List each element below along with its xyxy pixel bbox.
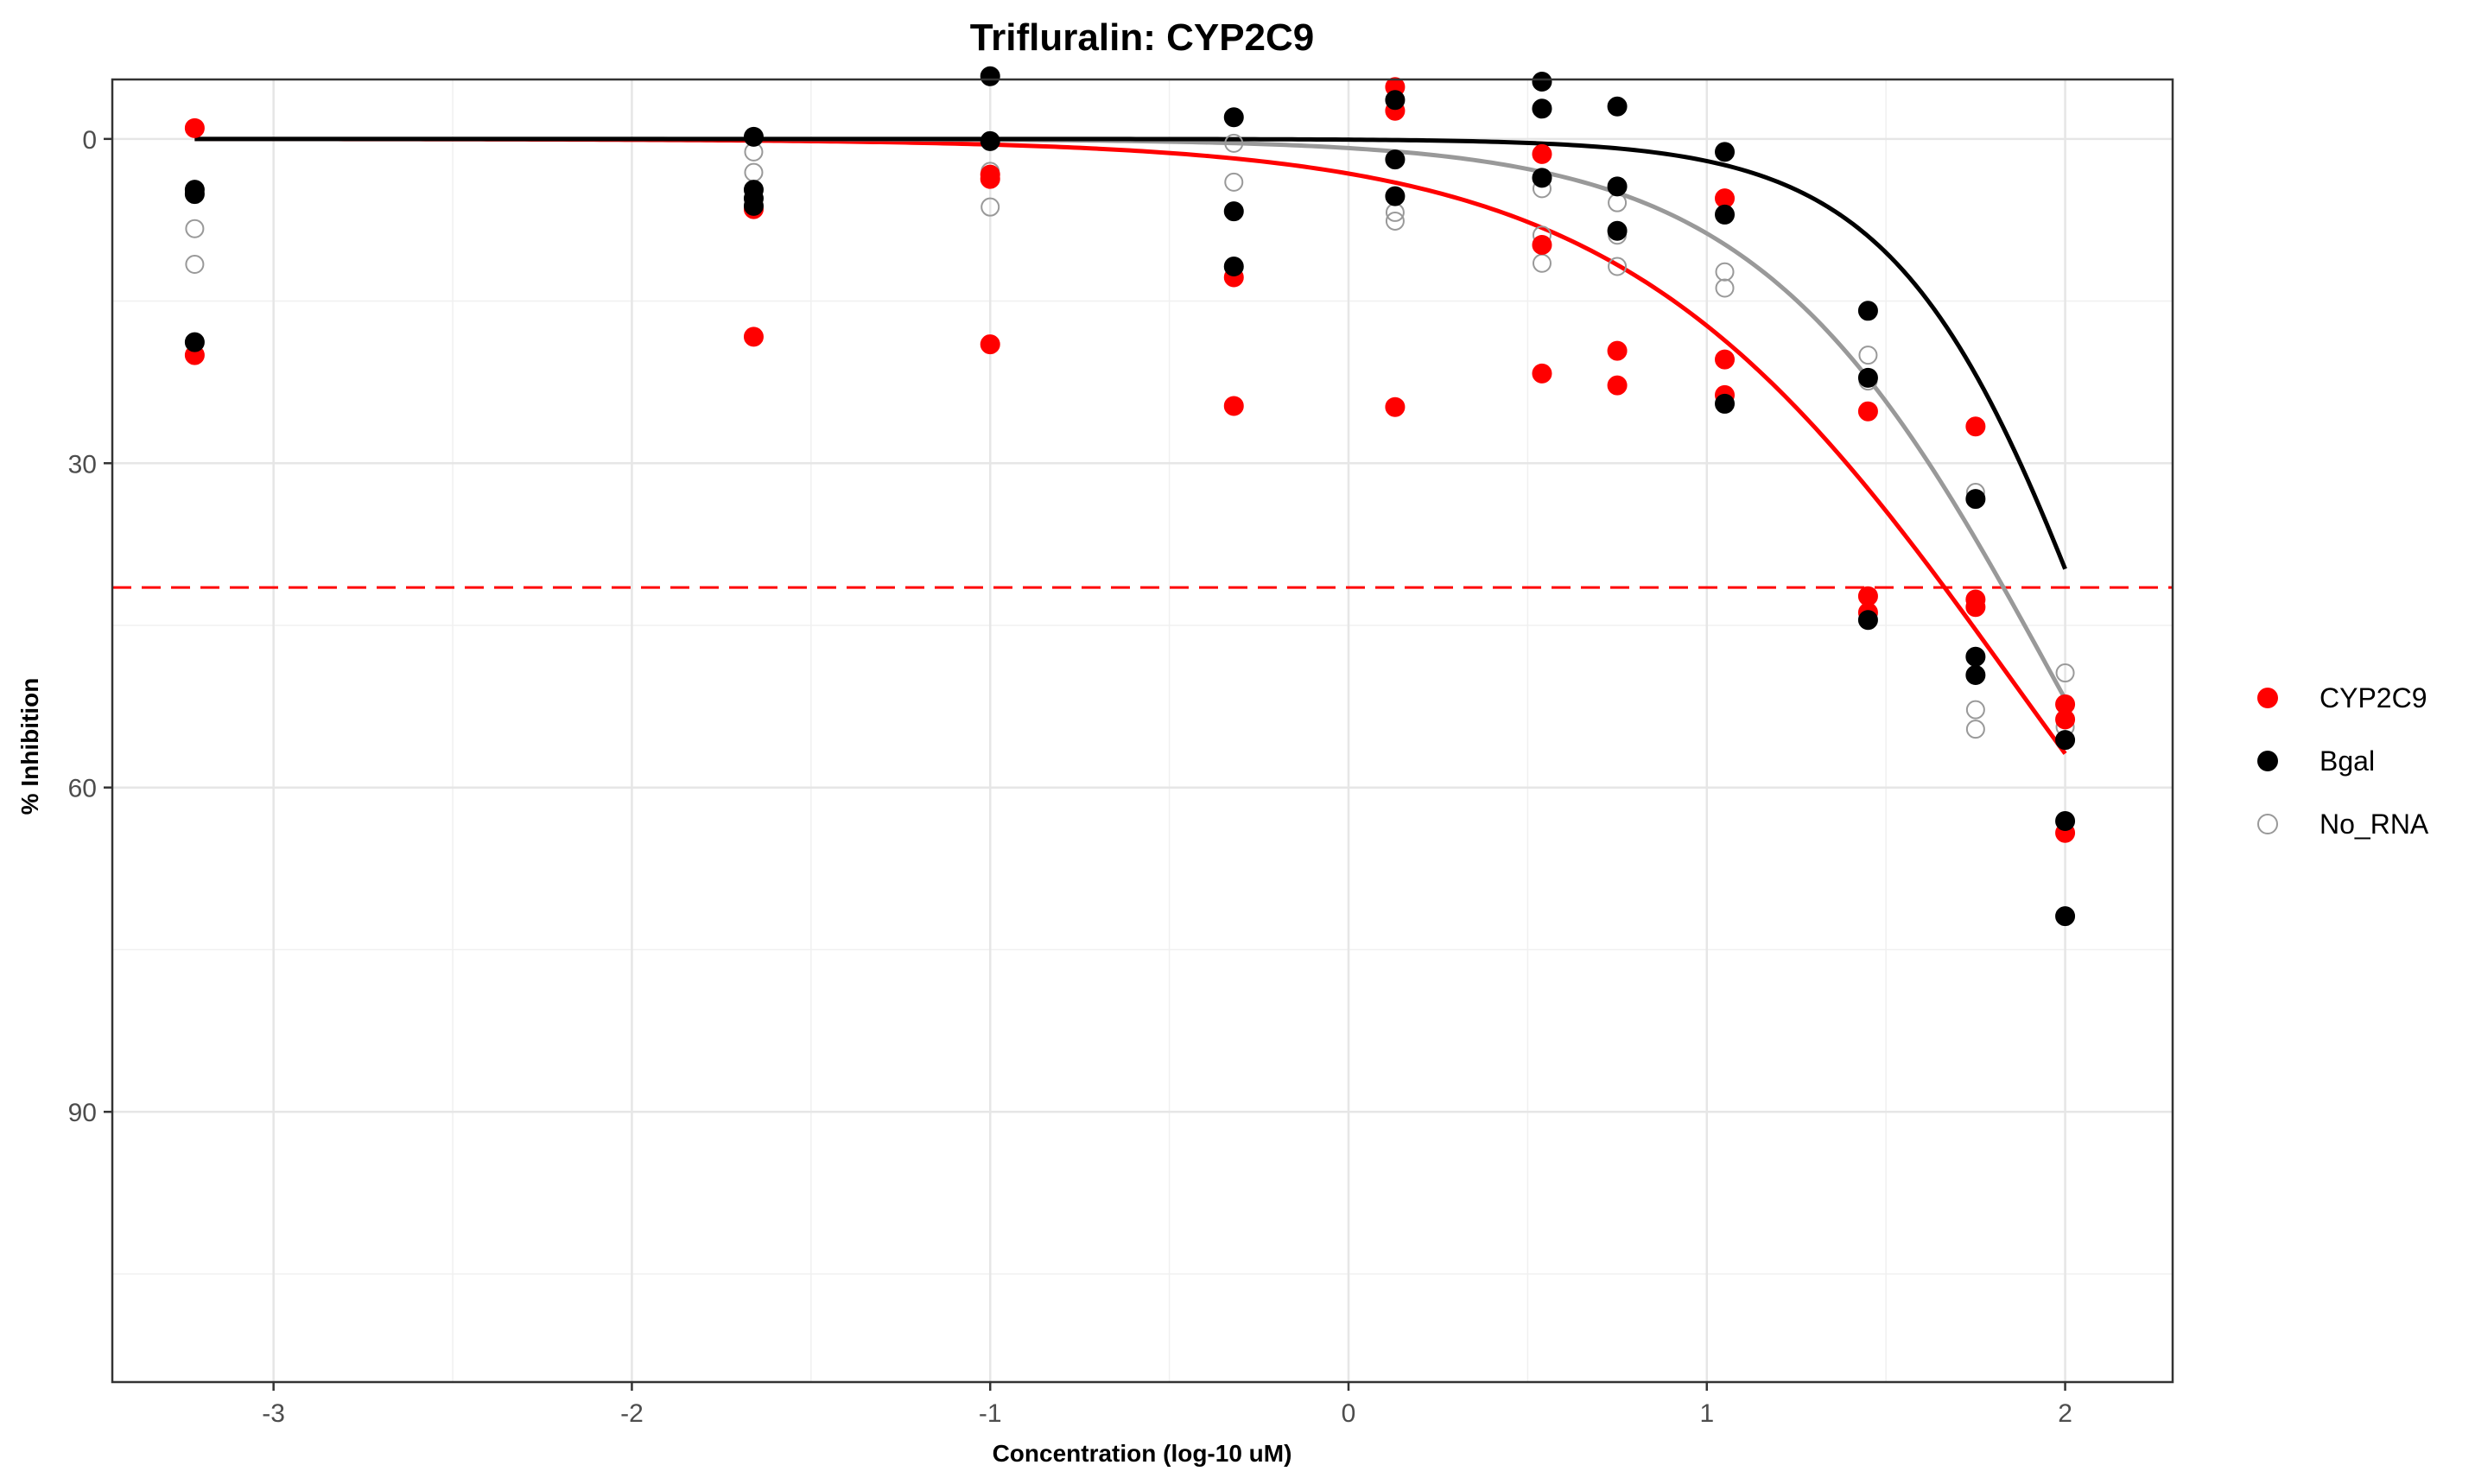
point-cyp2c9 <box>2055 709 2076 730</box>
data-points <box>184 66 2076 927</box>
point-bgal <box>1607 220 1628 241</box>
y-tick-label: 30 <box>68 450 97 479</box>
point-no_rna <box>980 197 1000 217</box>
point-cyp2c9 <box>1532 234 1552 255</box>
point-bgal <box>1385 149 1406 170</box>
point-no_rna <box>1858 346 1878 365</box>
point-no_rna <box>2055 663 2075 683</box>
point-bgal <box>184 184 205 205</box>
point-bgal <box>1223 107 1244 128</box>
point-bgal <box>1857 610 1878 631</box>
y-tick-label: 60 <box>68 775 97 803</box>
point-bgal <box>1223 201 1244 222</box>
point-bgal <box>1532 98 1552 119</box>
point-cyp2c9 <box>1385 396 1406 417</box>
y-axis-title: % Inhibition <box>16 678 43 815</box>
x-axis-title: Concentration (log-10 uM) <box>993 1440 1292 1467</box>
point-bgal <box>1607 176 1628 197</box>
point-cyp2c9 <box>1857 401 1878 422</box>
point-bgal <box>1965 665 1986 686</box>
y-tick-label: 0 <box>82 126 97 155</box>
point-cyp2c9 <box>1532 143 1552 164</box>
point-cyp2c9 <box>980 168 1000 189</box>
point-bgal <box>2055 810 2076 831</box>
point-bgal <box>1532 168 1552 188</box>
point-no_rna <box>1965 700 1985 720</box>
x-tick-label: -1 <box>979 1399 1002 1428</box>
legend-label-no_rna: No_RNA <box>2320 809 2429 840</box>
point-bgal <box>2055 730 2076 751</box>
plot-panel-border <box>111 78 2174 1384</box>
fit-curves <box>194 136 2067 755</box>
point-no_rna <box>1224 133 1244 153</box>
x-tick-label: -3 <box>262 1399 285 1428</box>
legend: CYP2C9 Bgal No_RNA <box>2257 682 2429 840</box>
point-no_rna <box>1224 172 1244 192</box>
point-bgal <box>743 126 764 147</box>
point-bgal <box>1715 142 1736 162</box>
point-bgal <box>743 195 764 216</box>
legend-key-bgal <box>2257 751 2278 771</box>
point-cyp2c9 <box>1532 363 1552 384</box>
point-bgal <box>2055 906 2076 927</box>
point-no_rna <box>1385 211 1405 231</box>
point-bgal <box>1385 90 1406 111</box>
point-cyp2c9 <box>184 117 205 138</box>
point-bgal <box>1857 301 1878 321</box>
point-bgal <box>1385 186 1406 206</box>
legend-label-cyp2c9: CYP2C9 <box>2320 682 2427 713</box>
point-bgal <box>980 66 1000 86</box>
point-bgal <box>1532 72 1552 92</box>
chart-title: Trifluralin: CYP2C9 <box>970 16 1315 59</box>
point-cyp2c9 <box>1607 340 1628 361</box>
point-cyp2c9 <box>1965 416 1986 437</box>
legend-key-cyp2c9 <box>2257 688 2278 708</box>
point-no_rna <box>1608 257 1628 276</box>
point-bgal <box>1715 393 1736 414</box>
point-bgal <box>980 130 1000 151</box>
point-bgal <box>1965 646 1986 667</box>
point-cyp2c9 <box>980 334 1000 355</box>
point-bgal <box>1965 489 1986 510</box>
point-cyp2c9 <box>1715 349 1736 370</box>
point-cyp2c9 <box>1607 375 1628 396</box>
point-no_rna <box>185 219 205 238</box>
axes: -3 -2 -1 0 1 2 0 30 60 90 <box>68 126 2072 1428</box>
point-no_rna <box>1965 720 1985 739</box>
x-tick-label: 1 <box>1699 1399 1714 1428</box>
point-bgal <box>184 332 205 352</box>
point-no_rna <box>185 254 205 274</box>
point-cyp2c9 <box>743 327 764 347</box>
grid <box>112 79 2173 1382</box>
fit-curve-bgal <box>194 136 2067 570</box>
point-cyp2c9 <box>1223 396 1244 416</box>
point-bgal <box>1607 96 1628 117</box>
y-tick-label: 90 <box>68 1099 97 1127</box>
x-tick-label: 0 <box>1342 1399 1356 1428</box>
point-no_rna <box>1715 262 1735 282</box>
x-tick-label: -2 <box>620 1399 644 1428</box>
point-bgal <box>1223 257 1244 277</box>
point-no_rna <box>1715 278 1735 298</box>
legend-label-bgal: Bgal <box>2320 745 2375 777</box>
point-bgal <box>1857 367 1878 388</box>
x-tick-label: 2 <box>2058 1399 2072 1428</box>
legend-key-no_rna <box>2257 814 2278 834</box>
point-cyp2c9 <box>1965 597 1986 618</box>
point-bgal <box>1715 204 1736 225</box>
